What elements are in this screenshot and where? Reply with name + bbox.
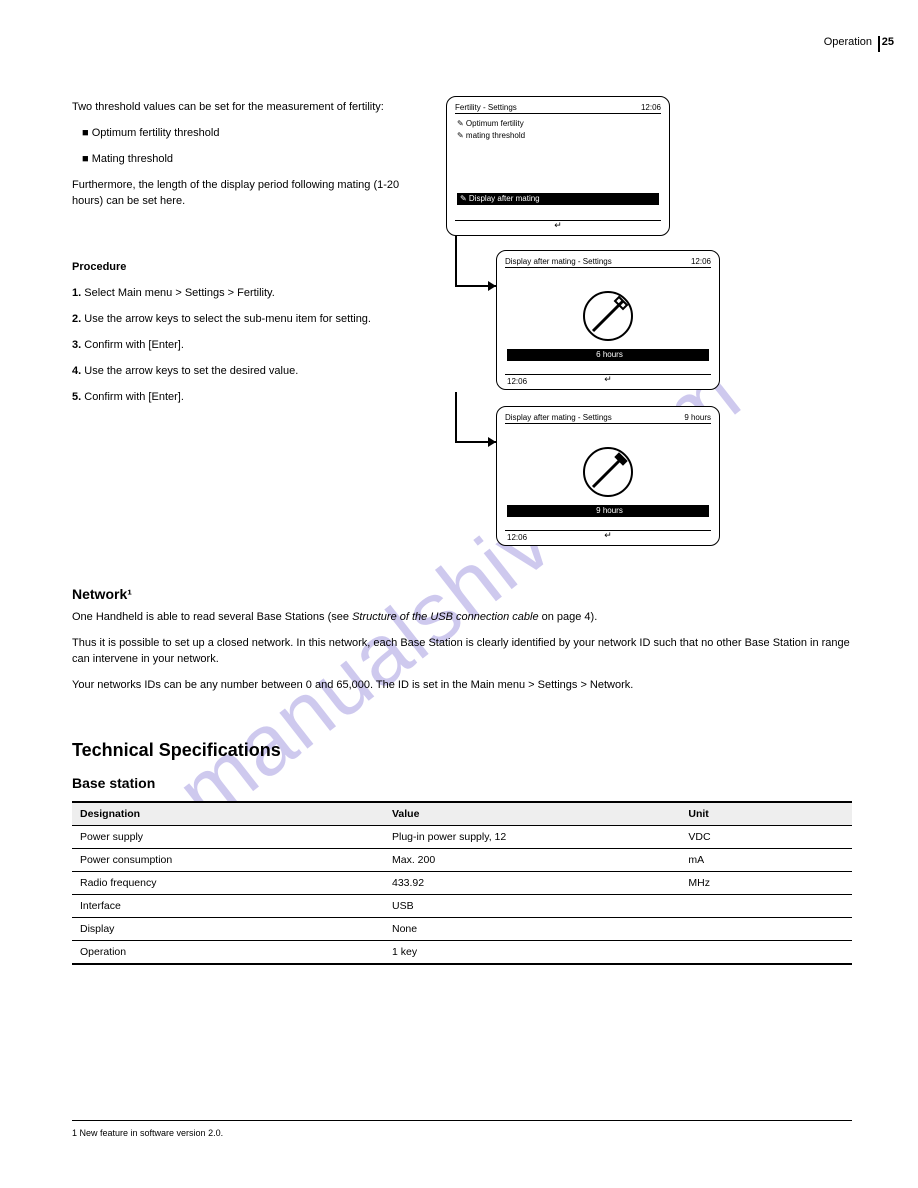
intro-bullet-2: Mating threshold: [92, 153, 173, 165]
specs-subheading: Base station: [72, 775, 852, 791]
intro-p1: Two threshold values can be set for the …: [72, 100, 412, 116]
edit-icon: [581, 445, 635, 499]
enter-icon: ↵: [604, 530, 612, 541]
col-unit: Unit: [680, 802, 852, 826]
procedure-block: Procedure 1. Select Main menu > Settings…: [72, 260, 412, 416]
screen-display-after-mating-9h: Display after mating - Settings 9 hours …: [496, 406, 720, 546]
screen1-title: Fertility - Settings: [455, 103, 517, 112]
tech-specs-section: Technical Specifications Base station De…: [72, 740, 852, 965]
networking-section: Network¹ One Handheld is able to read se…: [72, 586, 852, 704]
table-row: Operation1 key: [72, 941, 852, 965]
table-row: Power consumptionMax. 200mA: [72, 849, 852, 872]
screen2-footer-time: 12:06: [507, 377, 527, 386]
table-header-row: Designation Value Unit: [72, 802, 852, 826]
col-value: Value: [384, 802, 680, 826]
screen2-highlight: 6 hours: [507, 349, 709, 361]
screen2-title: Display after mating - Settings: [505, 257, 612, 266]
table-row: Radio frequency433.92MHz: [72, 872, 852, 895]
screen1-line1: ✎ Optimum fertility: [457, 119, 524, 128]
page: manualshive.com Operation 25 Two thresho…: [0, 0, 918, 1188]
intro-p2: Furthermore, the length of the display p…: [72, 178, 412, 210]
step-2: Use the arrow keys to select the sub-men…: [84, 313, 371, 325]
step-4: Use the arrow keys to set the desired va…: [84, 365, 298, 377]
screen3-title: Display after mating - Settings: [505, 413, 612, 422]
table-row: InterfaceUSB: [72, 895, 852, 918]
specs-heading: Technical Specifications: [72, 740, 852, 761]
networking-p3: Your networks IDs can be any number betw…: [72, 678, 852, 694]
screen1-line2: ✎ mating threshold: [457, 131, 525, 140]
networking-p1: One Handheld is able to read several Bas…: [72, 610, 852, 626]
table-row: Power supplyPlug-in power supply, 12VDC: [72, 826, 852, 849]
page-number: 25: [882, 36, 894, 48]
screen-display-after-mating-6h: Display after mating - Settings 12:06 6 …: [496, 250, 720, 390]
procedure-label: Procedure: [72, 260, 412, 276]
screen3-highlight: 9 hours: [507, 505, 709, 517]
networking-heading: Network¹: [72, 586, 852, 602]
specs-table: Designation Value Unit Power supplyPlug-…: [72, 801, 852, 965]
step-5: Confirm with [Enter].: [84, 391, 184, 403]
edit-icon: [581, 289, 635, 343]
screen3-footer-time: 12:06: [507, 533, 527, 542]
step-1: Select Main menu > Settings > Fertility.: [84, 287, 275, 299]
enter-icon: ↵: [554, 220, 562, 231]
table-row: DisplayNone: [72, 918, 852, 941]
header-rule: [878, 36, 880, 52]
enter-icon: ↵: [604, 374, 612, 385]
intro-bullet-1: Optimum fertility threshold: [92, 127, 220, 139]
figure-stack: Fertility - Settings 12:06 ✎ Optimum fer…: [446, 96, 720, 546]
col-designation: Designation: [72, 802, 384, 826]
footnote: 1 New feature in software version 2.0.: [72, 1120, 852, 1140]
header-section: Operation: [824, 36, 872, 48]
step-3: Confirm with [Enter].: [84, 339, 184, 351]
intro-block: Two threshold values can be set for the …: [72, 100, 412, 220]
screen3-time: 9 hours: [684, 413, 711, 422]
networking-p2: Thus it is possible to set up a closed n…: [72, 636, 852, 668]
screen2-time: 12:06: [691, 257, 711, 266]
screen1-time: 12:06: [641, 103, 661, 112]
screen-fertility-settings: Fertility - Settings 12:06 ✎ Optimum fer…: [446, 96, 670, 236]
screen1-highlight: ✎ Display after mating: [457, 193, 659, 205]
